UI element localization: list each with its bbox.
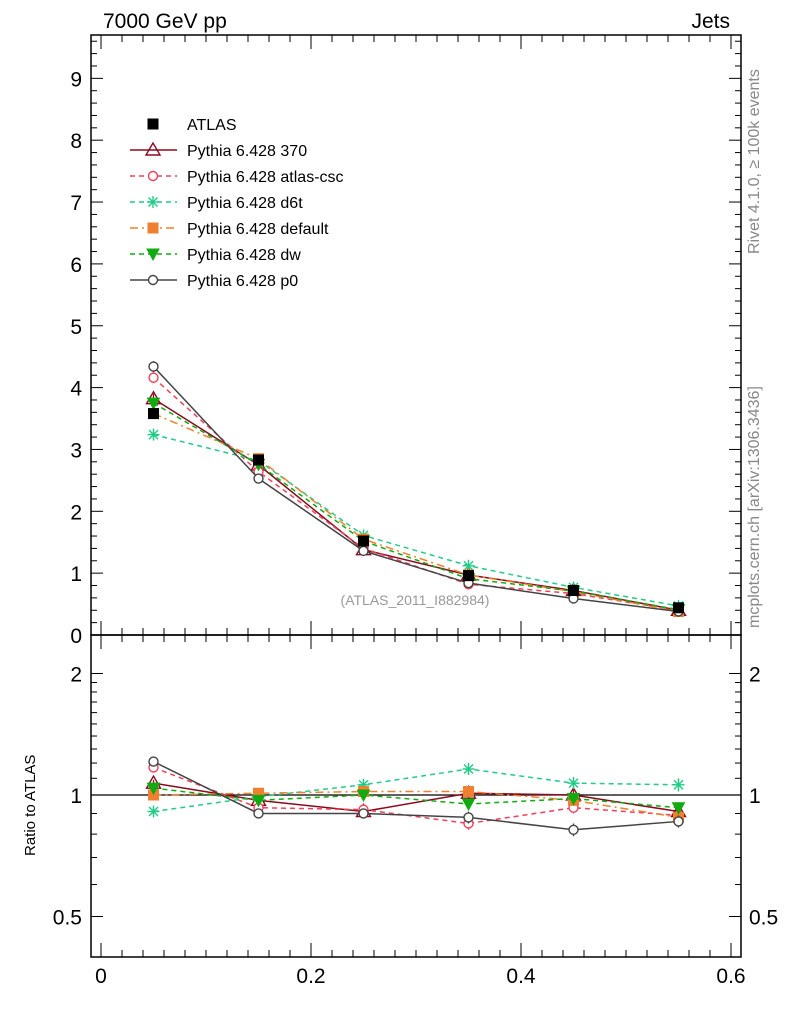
ratio-y-tick-label: 0.5	[53, 907, 82, 930]
ratio-line-pythia-6-428-p0	[153, 760, 679, 831]
x-tick-label: 0.6	[716, 965, 745, 988]
legend-label-pythia-6-428-default: Pythia 6.428 default	[187, 221, 329, 238]
y-tick-label: 9	[70, 68, 82, 91]
ratio-point-pythia-6-428-default	[463, 786, 474, 798]
legend-marker-pythia-6-428-d6t	[147, 196, 159, 208]
data-point-pythia-6-428-p0	[358, 545, 369, 557]
ratio-y-tick-label-right: 2	[749, 664, 761, 687]
ratio-point-pythia-6-428-d6t	[147, 805, 160, 818]
ratio-y-tick-label-right: 1	[749, 785, 761, 808]
data-point-pythia-6-428-p0	[253, 473, 264, 484]
y-tick-label: 0	[70, 625, 82, 648]
collision-energy-label: 7000 GeV pp	[103, 10, 227, 33]
ratio-point-pythia-6-428-p0	[673, 816, 684, 827]
legend-marker-atlas	[147, 118, 159, 130]
ratio-point-pythia-6-428-p0	[358, 808, 369, 819]
series-line-pythia-6-428-dw	[153, 402, 679, 611]
series-line-pythia-6-428-p0	[152, 366, 679, 613]
ratio-point-pythia-6-428-dw	[251, 794, 266, 808]
series-line-pythia-6-428-default	[153, 412, 679, 613]
process-label: Jets	[691, 10, 730, 33]
legend-label-pythia-6-428-p0: Pythia 6.428 p0	[187, 273, 298, 290]
ratio-point-pythia-6-428-d6t	[672, 778, 685, 791]
ratio-point-pythia-6-428-dw	[356, 789, 371, 803]
x-tick-label: 0.2	[296, 965, 325, 988]
y-tick-label: 2	[70, 501, 82, 524]
data-point-atlas	[148, 408, 159, 420]
ratio-point-pythia-6-428-p0	[568, 824, 579, 835]
data-point-pythia-6-428-atlas-csc	[148, 372, 159, 383]
ratio-point-pythia-6-428-dw	[566, 793, 581, 806]
legend-marker-pythia-6-428-atlas-csc	[147, 170, 159, 182]
ratio-y-tick-label-right: 0.5	[749, 907, 778, 930]
y-tick-label: 1	[70, 563, 82, 586]
series-line-pythia-6-428-atlas-csc	[152, 377, 679, 612]
ratio-line-pythia-6-428-d6t	[153, 768, 679, 813]
y-tick-label: 4	[70, 378, 82, 401]
ratio-line-pythia-6-428-default	[153, 790, 679, 819]
source-label: mcplots.cern.ch [arXiv:1306.3436]	[746, 386, 763, 628]
ratio-point-pythia-6-428-dw	[671, 802, 686, 815]
y-tick-label: 8	[70, 130, 82, 153]
legend-marker-pythia-6-428-dw	[146, 248, 160, 262]
data-point-atlas	[568, 584, 579, 596]
analysis-id-label: (ATLAS_2011_I882984)	[341, 592, 490, 608]
y-tick-label: 5	[70, 316, 82, 339]
legend-marker-pythia-6-428-370	[144, 141, 162, 156]
data-point-atlas	[463, 570, 474, 582]
ratio-line-pythia-6-428-dw	[153, 787, 679, 809]
ratio-y-tick-label: 2	[70, 664, 82, 687]
data-point-atlas	[358, 535, 369, 547]
data-point-pythia-6-428-dw	[146, 397, 161, 411]
rivet-version-label: Rivet 4.1.0, ≥ 100k events	[746, 69, 763, 254]
ratio-point-pythia-6-428-dw	[146, 782, 161, 796]
ratio-point-pythia-6-428-p0	[253, 808, 264, 819]
legend-label-pythia-6-428-d6t: Pythia 6.428 d6t	[187, 195, 303, 212]
legend-label-pythia-6-428-370: Pythia 6.428 370	[187, 143, 307, 160]
ratio-y-tick-label: 1	[70, 785, 82, 808]
legend-label-atlas: ATLAS	[187, 117, 237, 134]
legend-marker-pythia-6-428-p0	[147, 274, 159, 286]
legend-label-pythia-6-428-dw: Pythia 6.428 dw	[187, 247, 301, 264]
y-tick-label: 3	[70, 439, 82, 462]
data-point-pythia-6-428-p0	[148, 361, 159, 372]
y-tick-label: 7	[70, 192, 82, 215]
legend-marker-pythia-6-428-default	[147, 222, 159, 234]
series-line-pythia-6-428-d6t	[153, 433, 679, 607]
x-tick-label: 0.4	[506, 965, 536, 988]
legend-label-pythia-6-428-atlas-csc: Pythia 6.428 atlas-csc	[187, 169, 344, 186]
ratio-panel-frame	[90, 634, 742, 958]
series-line-pythia-6-428-370	[153, 398, 679, 611]
ratio-line-pythia-6-428-atlas-csc	[153, 766, 679, 825]
data-point-atlas	[673, 602, 684, 614]
ratio-point-pythia-6-428-d6t	[567, 777, 580, 790]
y-tick-label: 6	[70, 254, 82, 277]
ratio-line-pythia-6-428-370	[153, 782, 679, 813]
ratio-point-pythia-6-428-d6t	[462, 762, 475, 775]
ratio-point-pythia-6-428-p0	[463, 812, 474, 823]
data-point-atlas	[253, 454, 264, 466]
ratio-point-pythia-6-428-dw	[461, 798, 476, 812]
ratio-point-pythia-6-428-p0	[148, 756, 159, 767]
data-point-pythia-6-428-d6t	[147, 428, 160, 441]
ratio-y-axis-label: Ratio to ATLAS	[22, 754, 39, 856]
x-tick-label: 0	[95, 965, 107, 988]
